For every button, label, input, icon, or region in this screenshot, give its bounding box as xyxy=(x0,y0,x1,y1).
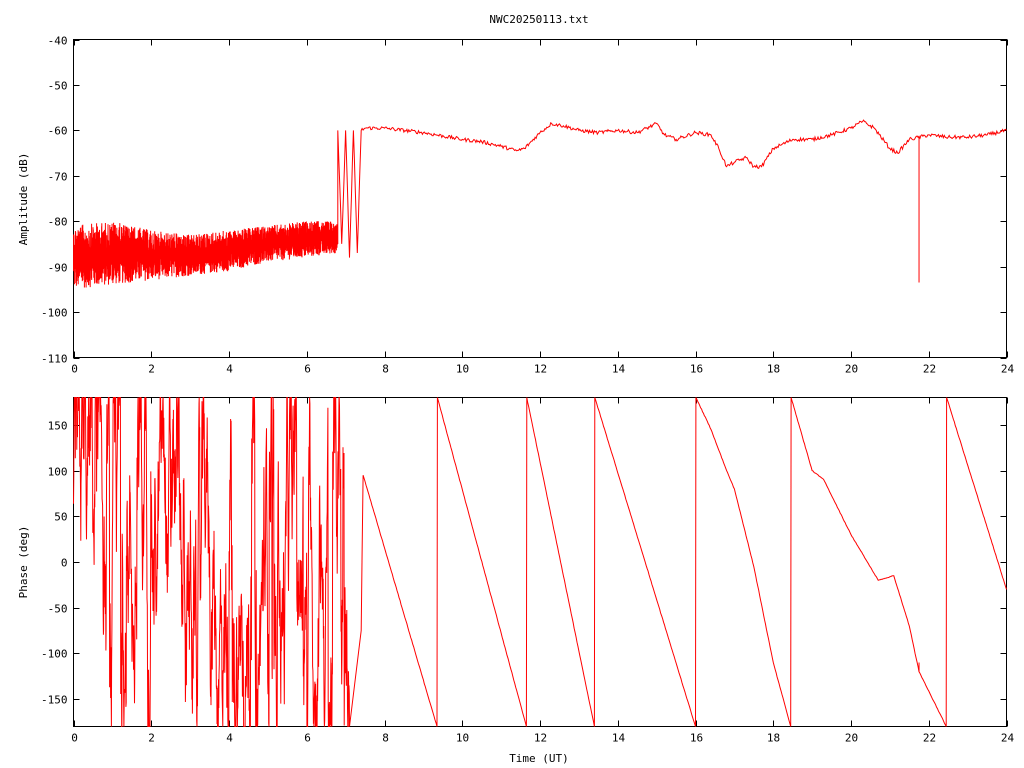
y-tick-label: 50 xyxy=(54,511,67,524)
x-tick-label: 8 xyxy=(382,732,389,745)
x-tick-label: 14 xyxy=(612,363,626,376)
y-tick-label: -80 xyxy=(48,216,68,229)
phase-series xyxy=(73,397,1007,727)
x-tick-label: 4 xyxy=(226,363,233,376)
x-tick-label: 24 xyxy=(1001,363,1015,376)
x-tick-label: 10 xyxy=(456,732,469,745)
x-tick-label: 2 xyxy=(148,363,155,376)
phase-panel: 0 2 4 6 8 10 12 14 16 18 20 22 24-150-100-5005010015… xyxy=(17,397,1015,765)
x-tick-label: 6 xyxy=(304,732,311,745)
x-tick-label: 12 xyxy=(534,732,547,745)
x-tick-label: 18 xyxy=(767,732,780,745)
phase-ticks: 0 2 4 6 8 10 12 14 16 18 20 22 24-150-100-5005010015… xyxy=(41,397,1015,745)
x-tick-label: 14 xyxy=(612,732,626,745)
x-axis-label: Time (UT) xyxy=(509,752,569,765)
amplitude-panel: 0 2 4 6 8 10 12 14 16 18 20 22 24-110-100-90-80-70-6… xyxy=(17,35,1014,376)
y-tick-label: -70 xyxy=(48,171,68,184)
y-tick-label: 100 xyxy=(48,466,68,479)
x-tick-label: 20 xyxy=(845,363,858,376)
x-tick-label: 6 xyxy=(304,363,311,376)
y-tick-label: -90 xyxy=(48,262,68,275)
amplitude-ticks: 0 2 4 6 8 10 12 14 16 18 20 22 24-110-100-90-80-70-6… xyxy=(41,35,1014,376)
amplitude-y-axis-label: Amplitude (dB) xyxy=(17,153,30,246)
amplitude-plot-frame xyxy=(73,39,1007,358)
x-tick-label: 0 xyxy=(71,732,78,745)
x-tick-label: 18 xyxy=(767,363,780,376)
x-tick-label: 24 xyxy=(1001,732,1015,745)
y-tick-label: -100 xyxy=(41,307,68,320)
y-tick-label: -100 xyxy=(41,648,68,661)
y-tick-label: -50 xyxy=(48,80,68,93)
x-tick-label: 4 xyxy=(226,732,233,745)
x-tick-label: 0 xyxy=(71,363,78,376)
phase-y-axis-label: Phase (deg) xyxy=(17,526,30,599)
x-tick-label: 16 xyxy=(690,363,703,376)
y-tick-label: -110 xyxy=(41,353,68,366)
x-tick-label: 16 xyxy=(690,732,703,745)
y-tick-label: -40 xyxy=(48,35,68,48)
amplitude-series xyxy=(73,119,1007,288)
y-tick-label: -60 xyxy=(48,125,68,138)
y-tick-label: -150 xyxy=(41,694,68,707)
x-tick-label: 12 xyxy=(534,363,547,376)
chart-title: NWC20250113.txt xyxy=(489,13,588,26)
x-tick-label: 22 xyxy=(923,732,936,745)
y-tick-label: -50 xyxy=(48,603,68,616)
x-tick-label: 10 xyxy=(456,363,469,376)
y-tick-label: 150 xyxy=(48,420,68,433)
x-tick-label: 2 xyxy=(148,732,155,745)
y-tick-label: 0 xyxy=(61,557,68,570)
series-line xyxy=(73,119,1007,288)
x-tick-label: 20 xyxy=(845,732,858,745)
x-tick-label: 22 xyxy=(923,363,936,376)
series-line xyxy=(73,397,1007,727)
x-tick-label: 8 xyxy=(382,363,389,376)
